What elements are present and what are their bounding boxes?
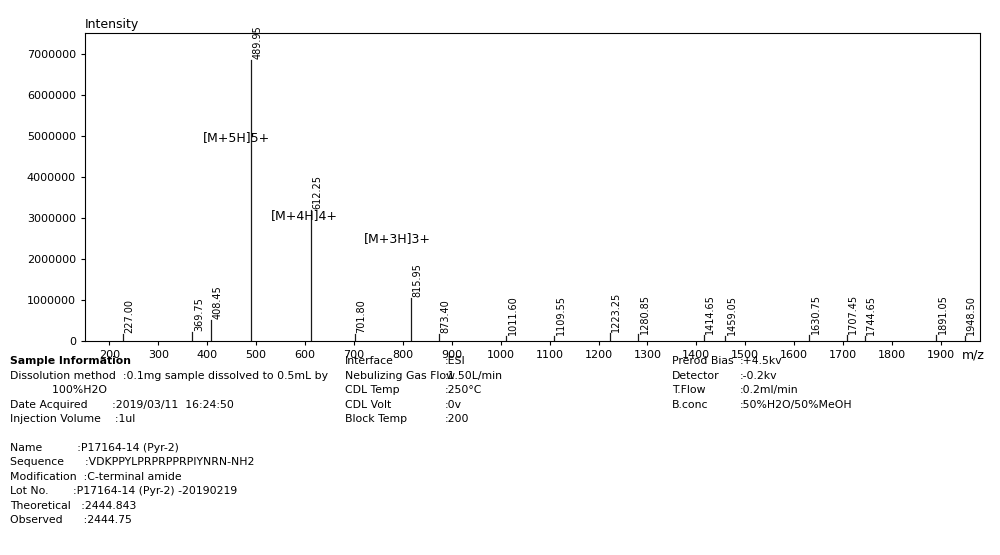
Text: 1223.25: 1223.25 — [611, 292, 621, 332]
Text: 1109.55: 1109.55 — [556, 295, 566, 335]
Text: m/z: m/z — [962, 349, 985, 361]
Text: 100%H2O: 100%H2O — [10, 385, 107, 395]
Text: CDL Volt: CDL Volt — [345, 400, 391, 410]
Text: Theoretical   :2444.843: Theoretical :2444.843 — [10, 501, 136, 511]
Text: :+4.5kv: :+4.5kv — [740, 356, 783, 366]
Text: 701.80: 701.80 — [356, 299, 366, 333]
Text: 1630.75: 1630.75 — [811, 294, 821, 334]
Text: Lot No.       :P17164-14 (Pyr-2) -20190219: Lot No. :P17164-14 (Pyr-2) -20190219 — [10, 486, 237, 496]
Text: Intensity: Intensity — [85, 18, 139, 31]
Text: [M+3H]3+: [M+3H]3+ — [364, 232, 431, 245]
Text: CDL Temp: CDL Temp — [345, 385, 400, 395]
Text: :0.2ml/min: :0.2ml/min — [740, 385, 799, 395]
Text: Injection Volume    :1ul: Injection Volume :1ul — [10, 414, 135, 424]
Text: Prerod Bias: Prerod Bias — [672, 356, 734, 366]
Text: 408.45: 408.45 — [213, 285, 223, 319]
Text: 1707.45: 1707.45 — [848, 294, 858, 334]
Text: :1.50L/min: :1.50L/min — [445, 371, 503, 381]
Text: 489.95: 489.95 — [253, 26, 263, 59]
Text: 612.25: 612.25 — [313, 175, 323, 209]
Text: [M+4H]4+: [M+4H]4+ — [271, 209, 338, 222]
Text: Sample Information: Sample Information — [10, 356, 131, 366]
Text: 815.95: 815.95 — [412, 264, 422, 297]
Text: :50%H2O/50%MeOH: :50%H2O/50%MeOH — [740, 400, 853, 410]
Text: Sequence      :VDKPPYLPRPRPPRPIYNRN-NH2: Sequence :VDKPPYLPRPRPPRPIYNRN-NH2 — [10, 457, 254, 467]
Text: T.Flow: T.Flow — [672, 385, 706, 395]
Text: B.conc: B.conc — [672, 400, 708, 410]
Text: 1459.05: 1459.05 — [727, 295, 737, 335]
Text: Date Acquired       :2019/03/11  16:24:50: Date Acquired :2019/03/11 16:24:50 — [10, 400, 234, 410]
Text: :ESI: :ESI — [445, 356, 466, 366]
Text: 1744.65: 1744.65 — [866, 295, 876, 335]
Text: 873.40: 873.40 — [440, 299, 450, 333]
Text: Modification  :C-terminal amide: Modification :C-terminal amide — [10, 472, 182, 482]
Text: Interface: Interface — [345, 356, 394, 366]
Text: 1414.65: 1414.65 — [705, 294, 715, 334]
Text: [M+5H]5+: [M+5H]5+ — [202, 131, 270, 144]
Text: Nebulizing Gas Flow: Nebulizing Gas Flow — [345, 371, 455, 381]
Text: :250°C: :250°C — [445, 385, 482, 395]
Text: 1280.85: 1280.85 — [640, 294, 650, 334]
Text: :0v: :0v — [445, 400, 462, 410]
Text: Name          :P17164-14 (Pyr-2): Name :P17164-14 (Pyr-2) — [10, 443, 179, 453]
Text: :200: :200 — [445, 414, 470, 424]
Text: Block Temp: Block Temp — [345, 414, 407, 424]
Text: 1011.60: 1011.60 — [508, 295, 518, 335]
Text: 1891.05: 1891.05 — [938, 294, 948, 334]
Text: 1948.50: 1948.50 — [966, 295, 976, 335]
Text: 227.00: 227.00 — [124, 299, 134, 333]
Text: Detector: Detector — [672, 371, 720, 381]
Text: :-0.2kv: :-0.2kv — [740, 371, 778, 381]
Text: Dissolution method  :0.1mg sample dissolved to 0.5mL by: Dissolution method :0.1mg sample dissolv… — [10, 371, 328, 381]
Text: Observed      :2444.75: Observed :2444.75 — [10, 515, 132, 525]
Text: 369.75: 369.75 — [194, 297, 204, 331]
